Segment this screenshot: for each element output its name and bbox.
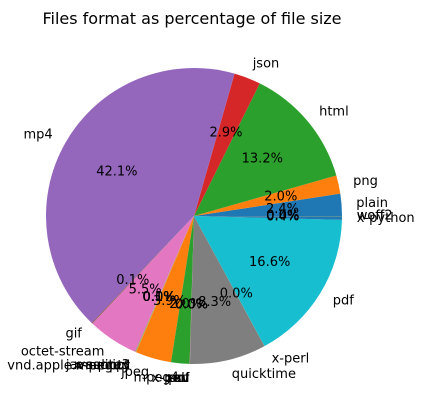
slice-label-2: html (319, 104, 349, 119)
pie-slice-0 (194, 193, 342, 216)
slice-pct-label-6: 5.5% (129, 283, 162, 298)
slice-label-21: woff2 (357, 209, 393, 224)
slice-label-20: x-python (357, 211, 415, 226)
slice-label-15: x-perl (152, 371, 190, 386)
slice-label-0: plain (356, 196, 388, 211)
pie-slice-12 (171, 216, 194, 364)
pie-slice-8 (135, 216, 194, 353)
pie-slice-13 (189, 216, 194, 364)
slice-pct-label-17: 8.3% (198, 295, 231, 310)
slice-label-7: javascript (65, 358, 129, 373)
pie-slices (45, 67, 342, 364)
slice-label-9: x-empty (76, 358, 130, 373)
pie-labels: plain 2.4% png 2.0% html 13.2% json 2.9% mp4 42.1… (7, 57, 414, 387)
slice-label-22: woff (357, 209, 386, 224)
slice-pct-label-14: 0.0% (175, 297, 208, 312)
slice-pct-label-8: 0.1% (142, 290, 175, 305)
slice-pct-label-10: 0.0% (143, 290, 176, 305)
slice-pct-label-20: 0.4% (266, 210, 299, 225)
pie-slice-6 (92, 216, 194, 352)
slice-pct-label-21: 0.0% (266, 209, 299, 224)
pie-slice-3 (194, 73, 260, 216)
slice-pct-label-4: 42.1% (96, 164, 137, 179)
slice-label-12: mpeg4 (133, 371, 178, 386)
pie-slice-5 (91, 216, 194, 324)
slice-label-1: png (353, 174, 378, 189)
pie-slice-9 (135, 216, 194, 353)
slice-pct-label-12: 2.0% (169, 297, 202, 312)
pie-slice-4 (45, 67, 235, 323)
slice-label-10: vnd.apple.mpegurl (7, 358, 130, 373)
pie-slice-14 (189, 216, 194, 364)
pie-slice-11 (136, 216, 194, 363)
pie-slice-1 (194, 175, 341, 216)
slice-pct-label-18: 0.0% (220, 287, 253, 302)
slice-pct-label-0: 2.4% (266, 202, 299, 217)
slice-pct-label-15: 0.0% (175, 297, 208, 312)
pie-slice-20 (194, 216, 342, 220)
slice-pct-label-19: 16.6% (249, 255, 290, 270)
slice-pct-label-1: 2.0% (264, 190, 297, 205)
slice-pct-label-13: 0.0% (175, 297, 208, 312)
slice-label-17: quicktime (232, 367, 296, 382)
pie-slice-2 (194, 83, 337, 216)
pie-slice-19 (194, 216, 342, 347)
slice-label-19: pdf (333, 294, 355, 309)
pie-slice-16 (189, 216, 194, 364)
pie-slice-17 (189, 216, 265, 364)
slice-label-4: mp4 (24, 128, 53, 143)
pie-slice-15 (189, 216, 194, 364)
slice-pct-label-2: 13.2% (242, 152, 283, 167)
slice-label-13: csv (168, 371, 190, 386)
slice-pct-label-9: 0.0% (143, 290, 176, 305)
slice-label-14: pdf (168, 371, 190, 386)
slice-label-3: json (252, 57, 280, 72)
slice-label-5: gif (65, 327, 82, 342)
chart-title: Files format as percentage of file size (42, 9, 341, 28)
slice-pct-label-22: 0.0% (266, 209, 299, 224)
pie-slice-18 (194, 216, 265, 347)
slice-label-11: jpeg (120, 365, 149, 380)
slice-pct-label-5: 0.1% (116, 273, 149, 288)
slice-label-6: octet-stream (21, 344, 105, 359)
slice-pct-label-3: 2.9% (209, 126, 242, 141)
pie-slice-7 (135, 216, 194, 352)
slice-label-8: x-sqlite3 (74, 358, 130, 373)
slice-label-18: x-perl (272, 352, 310, 367)
slice-label-16: xml (166, 371, 190, 386)
pie-slice-10 (136, 216, 194, 353)
slice-pct-label-11: 3.9% (153, 294, 186, 309)
slice-pct-label-16: 0.0% (175, 297, 208, 312)
slice-pct-label-7: 0.1% (142, 290, 175, 305)
